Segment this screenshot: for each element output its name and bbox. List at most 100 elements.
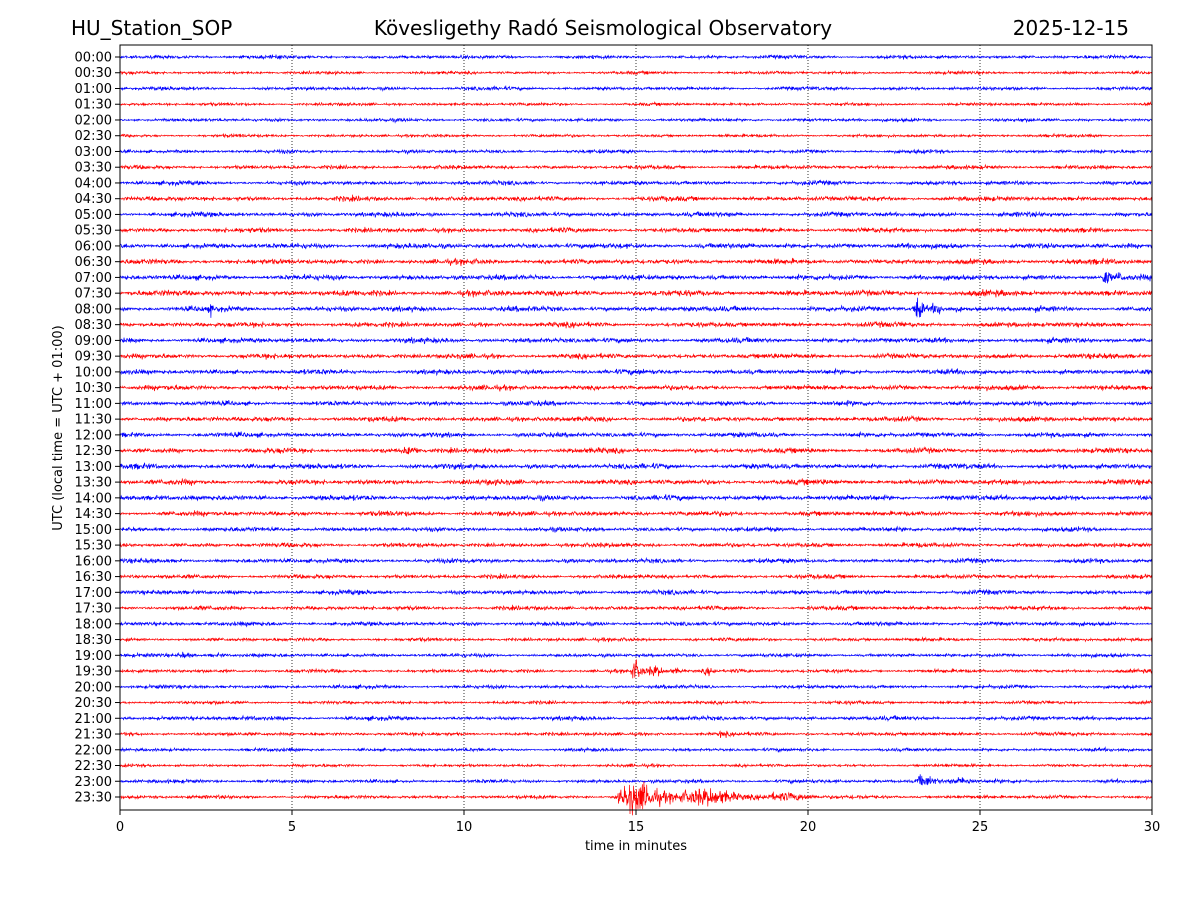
traces [119, 53, 1153, 816]
y-tick-label: 19:30 [75, 665, 112, 680]
y-tick-label: 04:30 [75, 192, 112, 207]
y-tick-label: 14:00 [75, 491, 112, 506]
trace-1700 [119, 588, 1153, 597]
y-tick-label: 22:00 [75, 743, 112, 758]
trace-0200 [119, 117, 1152, 124]
y-tick-label: 03:00 [75, 145, 112, 160]
trace-0230 [119, 132, 1153, 139]
trace-1500 [119, 525, 1153, 533]
trace-0500 [119, 210, 1153, 219]
trace-2030 [119, 699, 1153, 706]
trace-2100 [119, 714, 1153, 723]
y-tick-label: 06:00 [75, 239, 112, 254]
trace-1230 [119, 446, 1153, 455]
grid-lines [291, 45, 981, 810]
y-tick-label: 12:30 [75, 444, 112, 459]
y-tick-label: 10:00 [75, 365, 112, 380]
chart-title: Kövesligethy Radó Seismological Observat… [374, 16, 832, 40]
y-axis-label: UTC (local time = UTC + 01:00) [51, 325, 66, 530]
trace-0400 [119, 179, 1152, 187]
trace-0330 [119, 163, 1153, 171]
x-tick-label: 30 [1144, 820, 1161, 835]
trace-0000 [119, 53, 1153, 61]
trace-1330 [119, 478, 1153, 486]
trace-1000 [119, 367, 1153, 377]
x-tick-label: 5 [288, 820, 296, 835]
y-tick-label: 20:00 [75, 680, 112, 695]
trace-1830 [119, 636, 1153, 644]
trace-0530 [119, 226, 1153, 234]
y-tick-label: 03:30 [75, 161, 112, 176]
trace-0300 [119, 148, 1153, 156]
y-tick-label: 11:30 [75, 413, 112, 428]
x-tick-label: 10 [456, 820, 473, 835]
trace-2130 [119, 730, 1153, 739]
y-tick-label: 00:00 [75, 51, 112, 66]
trace-0700 [119, 271, 1153, 284]
x-axis: 0 5 10 15 20 25 30 [116, 810, 1160, 835]
trace-1900 [119, 651, 1153, 659]
trace-1030 [119, 383, 1153, 392]
y-tick-label: 20:30 [75, 696, 112, 711]
trace-1130 [119, 414, 1153, 423]
y-tick-label: 16:00 [75, 554, 112, 569]
y-tick-label: 09:30 [75, 350, 112, 365]
y-tick-label: 08:30 [75, 318, 112, 333]
trace-1100 [119, 399, 1153, 407]
y-tick-label: 07:00 [75, 271, 112, 286]
trace-1930 [119, 659, 1153, 679]
y-tick-label: 05:00 [75, 208, 112, 223]
y-tick-label: 08:00 [75, 302, 112, 317]
trace-0130 [119, 101, 1152, 108]
trace-1300 [119, 462, 1153, 471]
y-tick-label: 21:30 [75, 728, 112, 743]
trace-1200 [119, 430, 1153, 439]
x-tick-label: 20 [800, 820, 817, 835]
trace-1400 [119, 493, 1153, 502]
y-tick-label: 22:30 [75, 759, 112, 774]
x-axis-label: time in minutes [585, 839, 687, 854]
y-tick-label: 13:00 [75, 460, 112, 475]
trace-1430 [119, 509, 1153, 518]
y-tick-label: 04:00 [75, 176, 112, 191]
y-tick-label: 16:30 [75, 570, 112, 585]
trace-2200 [119, 746, 1153, 754]
trace-0900 [119, 336, 1153, 345]
y-tick-label: 05:30 [75, 224, 112, 239]
y-tick-label: 18:30 [75, 633, 112, 648]
trace-0730 [119, 288, 1153, 298]
y-tick-label: 23:00 [75, 775, 112, 790]
trace-2300 [119, 774, 1153, 786]
trace-0430 [119, 194, 1153, 203]
trace-0930 [119, 352, 1153, 361]
trace-1800 [119, 620, 1153, 628]
y-tick-label: 13:30 [75, 476, 112, 491]
trace-1630 [119, 573, 1153, 581]
trace-0630 [119, 257, 1153, 267]
y-tick-label: 14:30 [75, 507, 112, 522]
y-tick-label: 11:00 [75, 397, 112, 412]
trace-0600 [119, 242, 1153, 250]
trace-0830 [119, 320, 1153, 329]
x-tick-label: 15 [628, 820, 645, 835]
y-tick-label: 23:30 [75, 791, 112, 806]
y-tick-label: 12:00 [75, 428, 112, 443]
y-tick-label: 10:30 [75, 381, 112, 396]
trace-0800 [119, 297, 1153, 318]
x-tick-label: 25 [972, 820, 989, 835]
y-tick-label: 06:30 [75, 255, 112, 270]
y-tick-label: 15:30 [75, 539, 112, 554]
trace-2000 [119, 683, 1153, 691]
y-tick-label: 17:00 [75, 586, 112, 601]
y-tick-label: 02:00 [75, 113, 112, 128]
y-tick-label: 17:30 [75, 602, 112, 617]
y-tick-label: 09:00 [75, 334, 112, 349]
station-title: HU_Station_SOP [71, 16, 232, 40]
y-tick-label: 19:00 [75, 649, 112, 664]
y-tick-label: 18:00 [75, 617, 112, 632]
trace-0100 [119, 84, 1153, 92]
y-tick-label: 21:00 [75, 712, 112, 727]
trace-1730 [119, 604, 1153, 612]
trace-0030 [119, 69, 1153, 76]
